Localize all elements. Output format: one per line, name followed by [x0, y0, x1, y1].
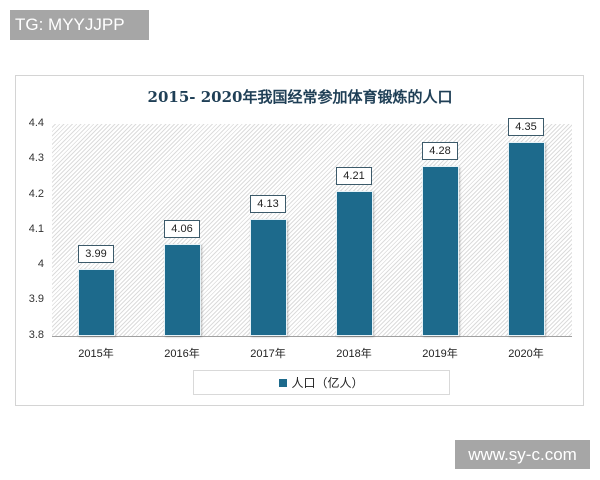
bar-2017: [250, 219, 287, 336]
data-label: 4.13: [250, 195, 286, 213]
y-tick: 4: [37, 258, 44, 270]
bar-2015: [78, 269, 115, 336]
bar-2016: [164, 244, 201, 336]
legend-swatch-icon: [279, 378, 288, 387]
bar-2020: [508, 142, 545, 336]
y-tick: 4.2: [28, 188, 44, 200]
x-tick: 2020年: [508, 348, 544, 360]
plot-area: [52, 124, 572, 336]
bar-2019: [422, 166, 459, 336]
x-axis-line: [52, 336, 572, 337]
legend-label: 人口（亿人）: [291, 376, 364, 390]
y-tick: 4.1: [28, 223, 44, 235]
watermark-top: TG: MYYJJPP: [10, 10, 149, 40]
chart-title: 2015- 2020年我国经常参加体育锻炼的人口: [147, 88, 453, 106]
y-tick: 4.3: [28, 152, 44, 164]
data-label: 4.21: [336, 167, 372, 185]
x-tick: 2018年: [336, 348, 372, 360]
data-label: 4.35: [508, 118, 544, 136]
y-tick: 4.4: [28, 117, 44, 129]
x-tick: 2016年: [164, 348, 200, 360]
bar-2018: [336, 191, 373, 336]
y-tick: 3.9: [28, 293, 44, 305]
x-tick: 2017年: [250, 348, 286, 360]
y-tick: 3.8: [28, 329, 44, 341]
watermark-bottom: www.sy-c.com: [455, 440, 590, 469]
data-label: 4.06: [164, 220, 200, 238]
data-label: 4.28: [422, 142, 458, 160]
x-tick: 2019年: [422, 348, 458, 360]
x-tick: 2015年: [78, 348, 114, 360]
legend: 人口（亿人）: [193, 370, 450, 395]
data-label: 3.99: [78, 245, 114, 263]
